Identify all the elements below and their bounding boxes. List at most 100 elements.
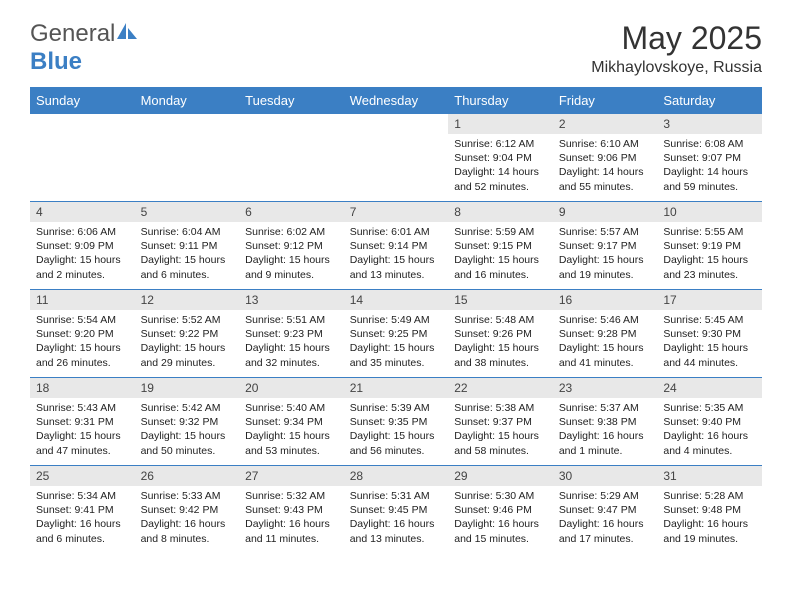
- day-sr: Sunrise: 6:08 AM: [663, 137, 756, 151]
- day-ss: Sunset: 9:23 PM: [245, 327, 338, 341]
- day-details: Sunrise: 5:39 AMSunset: 9:35 PMDaylight:…: [344, 398, 449, 462]
- day-sr: Sunrise: 5:48 AM: [454, 313, 547, 327]
- day-d2: and 38 minutes.: [454, 356, 547, 370]
- day-ss: Sunset: 9:26 PM: [454, 327, 547, 341]
- day-ss: Sunset: 9:34 PM: [245, 415, 338, 429]
- calendar-cell: 16Sunrise: 5:46 AMSunset: 9:28 PMDayligh…: [553, 290, 658, 378]
- day-d1: Daylight: 16 hours: [454, 517, 547, 531]
- day-details: Sunrise: 5:33 AMSunset: 9:42 PMDaylight:…: [135, 486, 240, 550]
- day-d2: and 13 minutes.: [350, 268, 443, 282]
- day-details: Sunrise: 5:46 AMSunset: 9:28 PMDaylight:…: [553, 310, 658, 374]
- day-sr: Sunrise: 5:40 AM: [245, 401, 338, 415]
- calendar-row: 4Sunrise: 6:06 AMSunset: 9:09 PMDaylight…: [30, 202, 762, 290]
- day-d2: and 55 minutes.: [559, 180, 652, 194]
- day-sr: Sunrise: 5:43 AM: [36, 401, 129, 415]
- day-sr: Sunrise: 5:59 AM: [454, 225, 547, 239]
- day-details: Sunrise: 6:12 AMSunset: 9:04 PMDaylight:…: [448, 134, 553, 198]
- day-ss: Sunset: 9:38 PM: [559, 415, 652, 429]
- day-details: Sunrise: 6:04 AMSunset: 9:11 PMDaylight:…: [135, 222, 240, 286]
- day-details: Sunrise: 5:54 AMSunset: 9:20 PMDaylight:…: [30, 310, 135, 374]
- day-number: 22: [448, 378, 553, 398]
- day-ss: Sunset: 9:19 PM: [663, 239, 756, 253]
- day-d2: and 47 minutes.: [36, 444, 129, 458]
- day-details: Sunrise: 5:28 AMSunset: 9:48 PMDaylight:…: [657, 486, 762, 550]
- day-sr: Sunrise: 5:28 AM: [663, 489, 756, 503]
- day-details: Sunrise: 5:42 AMSunset: 9:32 PMDaylight:…: [135, 398, 240, 462]
- calendar-cell: [135, 114, 240, 202]
- day-sr: Sunrise: 5:51 AM: [245, 313, 338, 327]
- day-ss: Sunset: 9:35 PM: [350, 415, 443, 429]
- day-d1: Daylight: 15 hours: [245, 341, 338, 355]
- day-details: Sunrise: 5:30 AMSunset: 9:46 PMDaylight:…: [448, 486, 553, 550]
- calendar-cell: 9Sunrise: 5:57 AMSunset: 9:17 PMDaylight…: [553, 202, 658, 290]
- day-d1: Daylight: 16 hours: [141, 517, 234, 531]
- calendar-cell: 12Sunrise: 5:52 AMSunset: 9:22 PMDayligh…: [135, 290, 240, 378]
- day-sr: Sunrise: 6:01 AM: [350, 225, 443, 239]
- day-d2: and 56 minutes.: [350, 444, 443, 458]
- day-number: 17: [657, 290, 762, 310]
- calendar-cell: 3Sunrise: 6:08 AMSunset: 9:07 PMDaylight…: [657, 114, 762, 202]
- day-ss: Sunset: 9:25 PM: [350, 327, 443, 341]
- day-details: Sunrise: 5:43 AMSunset: 9:31 PMDaylight:…: [30, 398, 135, 462]
- day-d2: and 4 minutes.: [663, 444, 756, 458]
- day-sr: Sunrise: 5:37 AM: [559, 401, 652, 415]
- day-d1: Daylight: 14 hours: [454, 165, 547, 179]
- day-ss: Sunset: 9:09 PM: [36, 239, 129, 253]
- logo-text-2: Blue: [30, 48, 82, 75]
- day-sr: Sunrise: 5:42 AM: [141, 401, 234, 415]
- weekday-header: Wednesday: [344, 88, 449, 114]
- weekday-header: Tuesday: [239, 88, 344, 114]
- day-d1: Daylight: 15 hours: [559, 253, 652, 267]
- day-d2: and 44 minutes.: [663, 356, 756, 370]
- day-number: 25: [30, 466, 135, 486]
- day-number: 4: [30, 202, 135, 222]
- day-d1: Daylight: 15 hours: [245, 429, 338, 443]
- day-d2: and 15 minutes.: [454, 532, 547, 546]
- calendar-cell: 30Sunrise: 5:29 AMSunset: 9:47 PMDayligh…: [553, 466, 658, 554]
- day-sr: Sunrise: 6:02 AM: [245, 225, 338, 239]
- calendar-cell: 15Sunrise: 5:48 AMSunset: 9:26 PMDayligh…: [448, 290, 553, 378]
- day-number: 14: [344, 290, 449, 310]
- weekday-header: Sunday: [30, 88, 135, 114]
- day-d1: Daylight: 15 hours: [36, 429, 129, 443]
- day-d2: and 9 minutes.: [245, 268, 338, 282]
- calendar-cell: 21Sunrise: 5:39 AMSunset: 9:35 PMDayligh…: [344, 378, 449, 466]
- calendar-table: Sunday Monday Tuesday Wednesday Thursday…: [30, 87, 762, 554]
- calendar-cell: [30, 114, 135, 202]
- day-number: 21: [344, 378, 449, 398]
- day-ss: Sunset: 9:40 PM: [663, 415, 756, 429]
- day-details: Sunrise: 5:51 AMSunset: 9:23 PMDaylight:…: [239, 310, 344, 374]
- day-ss: Sunset: 9:15 PM: [454, 239, 547, 253]
- calendar-cell: 5Sunrise: 6:04 AMSunset: 9:11 PMDaylight…: [135, 202, 240, 290]
- weekday-header: Monday: [135, 88, 240, 114]
- day-number: 23: [553, 378, 658, 398]
- calendar-cell: 13Sunrise: 5:51 AMSunset: 9:23 PMDayligh…: [239, 290, 344, 378]
- day-d2: and 17 minutes.: [559, 532, 652, 546]
- day-d1: Daylight: 15 hours: [245, 253, 338, 267]
- day-details: Sunrise: 5:31 AMSunset: 9:45 PMDaylight:…: [344, 486, 449, 550]
- day-d1: Daylight: 15 hours: [454, 341, 547, 355]
- day-sr: Sunrise: 5:38 AM: [454, 401, 547, 415]
- day-number: 11: [30, 290, 135, 310]
- day-ss: Sunset: 9:07 PM: [663, 151, 756, 165]
- weekday-header-row: Sunday Monday Tuesday Wednesday Thursday…: [30, 88, 762, 114]
- calendar-cell: 27Sunrise: 5:32 AMSunset: 9:43 PMDayligh…: [239, 466, 344, 554]
- calendar-cell: 29Sunrise: 5:30 AMSunset: 9:46 PMDayligh…: [448, 466, 553, 554]
- day-d2: and 26 minutes.: [36, 356, 129, 370]
- calendar-cell: 6Sunrise: 6:02 AMSunset: 9:12 PMDaylight…: [239, 202, 344, 290]
- weekday-header: Saturday: [657, 88, 762, 114]
- day-ss: Sunset: 9:48 PM: [663, 503, 756, 517]
- day-d1: Daylight: 16 hours: [663, 517, 756, 531]
- day-number: 8: [448, 202, 553, 222]
- calendar-row: 11Sunrise: 5:54 AMSunset: 9:20 PMDayligh…: [30, 290, 762, 378]
- day-number: 28: [344, 466, 449, 486]
- day-details: Sunrise: 5:55 AMSunset: 9:19 PMDaylight:…: [657, 222, 762, 286]
- day-d1: Daylight: 15 hours: [36, 253, 129, 267]
- day-details: Sunrise: 5:52 AMSunset: 9:22 PMDaylight:…: [135, 310, 240, 374]
- day-d1: Daylight: 16 hours: [350, 517, 443, 531]
- day-d1: Daylight: 15 hours: [141, 341, 234, 355]
- weekday-header: Friday: [553, 88, 658, 114]
- day-sr: Sunrise: 5:54 AM: [36, 313, 129, 327]
- day-d1: Daylight: 15 hours: [350, 341, 443, 355]
- day-d2: and 41 minutes.: [559, 356, 652, 370]
